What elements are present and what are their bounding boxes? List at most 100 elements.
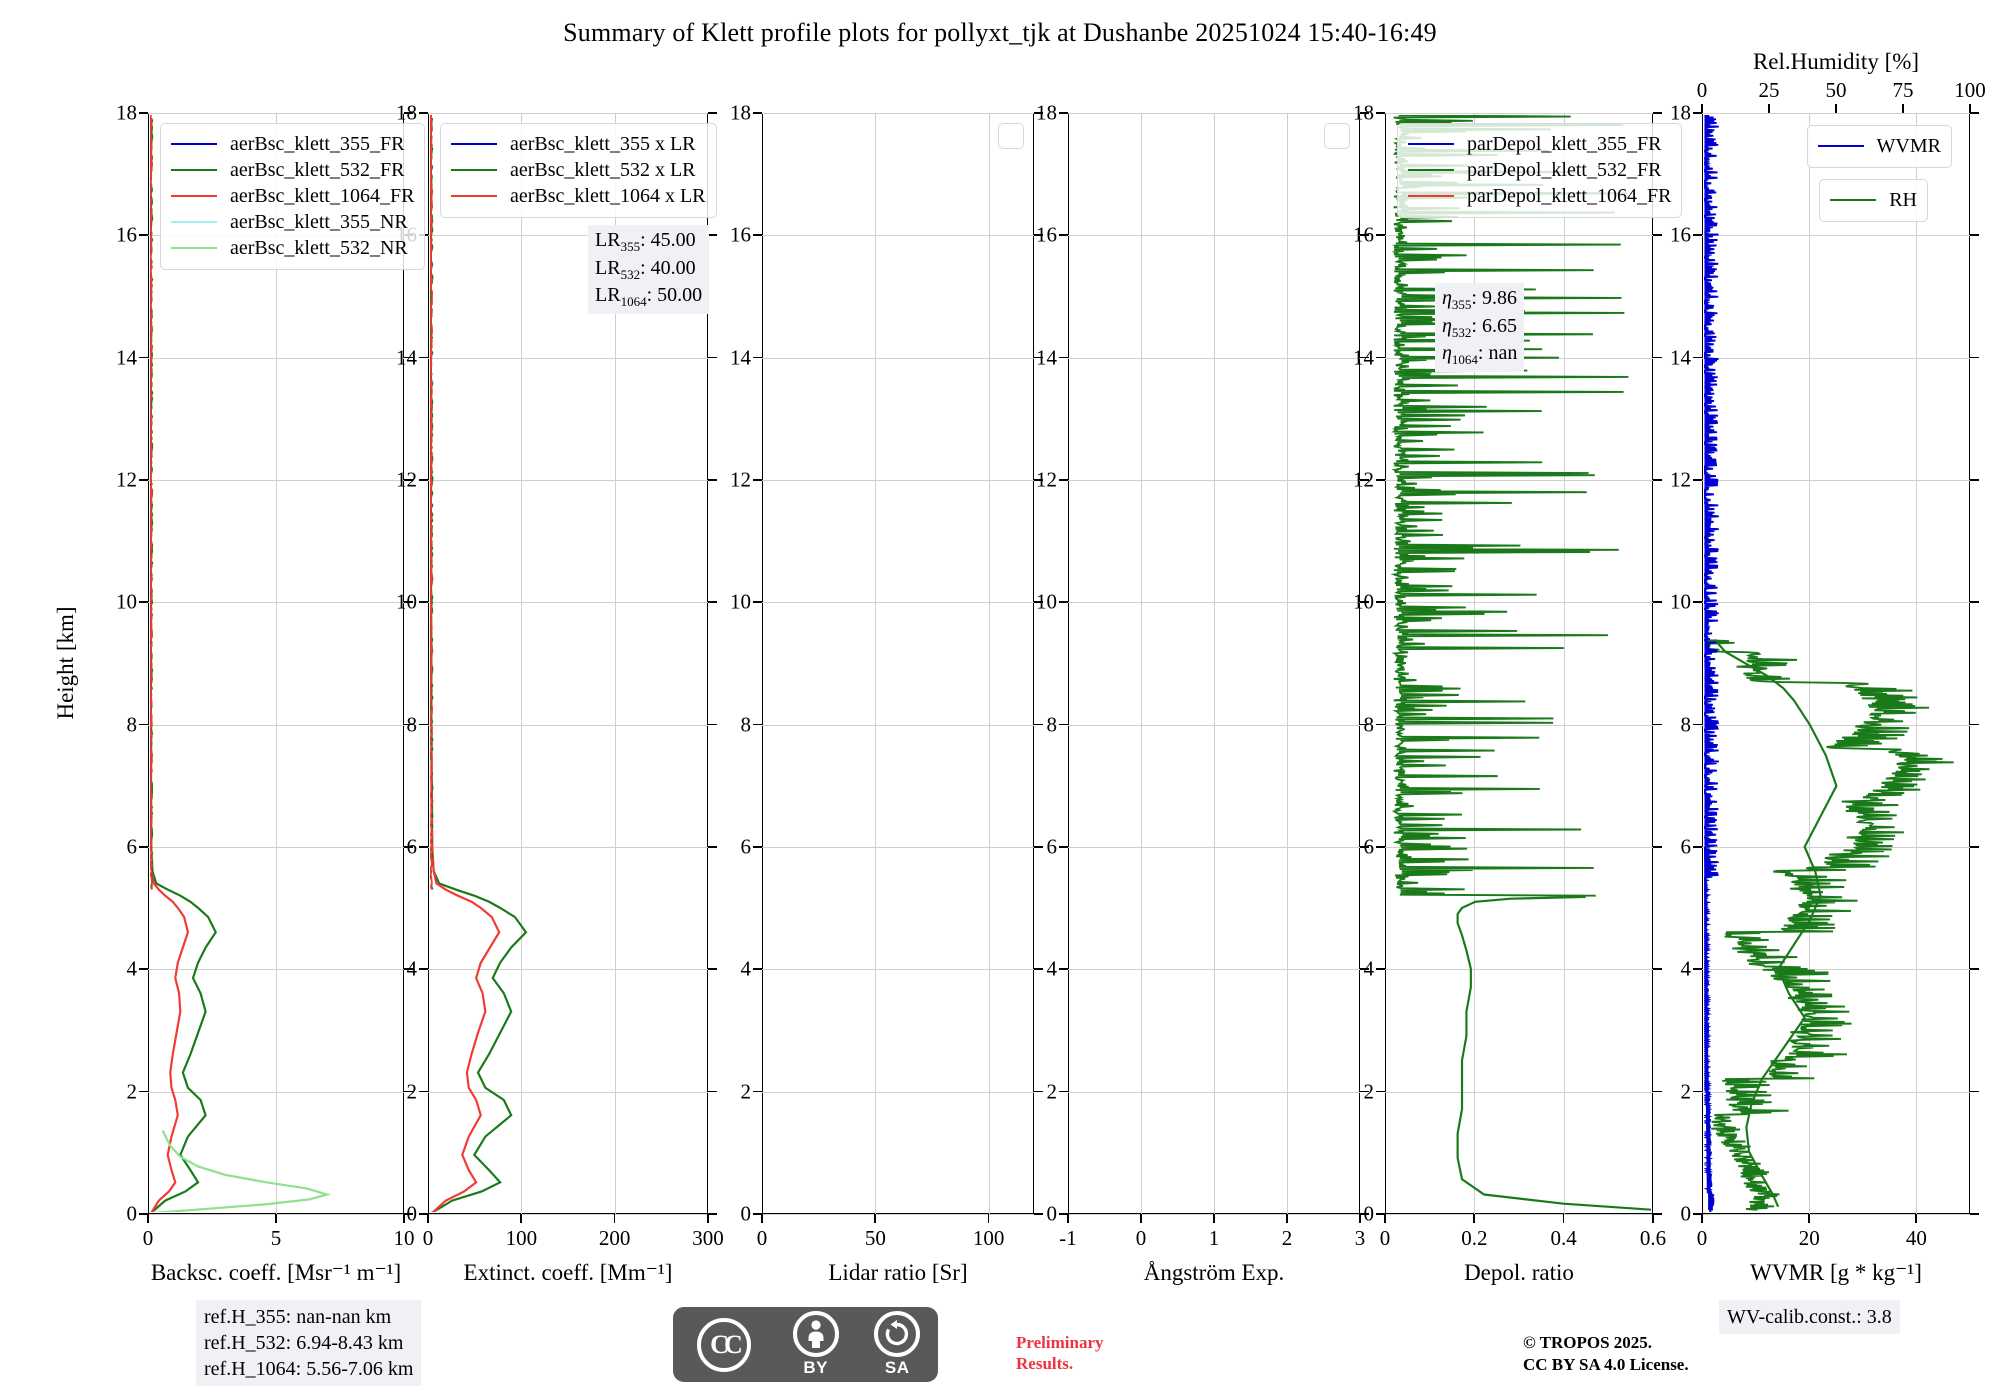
y-tick — [139, 601, 148, 603]
y-tick-label: 6 — [1046, 834, 1058, 859]
y-tick — [753, 356, 762, 359]
x-tick — [1359, 1214, 1361, 1223]
plot-area — [1703, 114, 1969, 1213]
x-tick-label: 1 — [1208, 1226, 1220, 1250]
y-tick — [1034, 845, 1043, 848]
legend-color-swatch — [1830, 199, 1877, 201]
grid-line-v — [1287, 113, 1288, 1214]
y-tick-label: 2 — [1680, 1079, 1692, 1104]
x-tick-label: 2 — [1281, 1226, 1293, 1250]
y-tick-label: 14 — [396, 345, 417, 370]
y-tick — [708, 1090, 717, 1093]
y-tick-label: 10 — [730, 589, 751, 614]
grid-line-h — [1385, 724, 1653, 726]
x-axis-label: Depol. ratio — [1464, 1260, 1574, 1285]
legend-color-swatch — [1408, 143, 1454, 145]
grid-line-h — [1385, 113, 1653, 114]
grid-line-v — [521, 113, 523, 1214]
y-tick-label: 14 — [116, 345, 137, 370]
y-tick — [753, 968, 762, 970]
x-tick-label: 0 — [756, 1226, 768, 1250]
y-tick-label: 6 — [1363, 834, 1375, 859]
grid-line-v — [1916, 113, 1918, 1214]
grid-line-v — [1474, 113, 1476, 1214]
annotation-depolarization: η355: 9.86 η532: 6.65 η1064: nan — [1435, 283, 1525, 372]
x-tick-label-top: 75 — [1892, 78, 1914, 102]
grid-line-h — [1385, 969, 1653, 971]
legend-color-swatch — [451, 195, 497, 197]
legend-angstrom-empty[interactable] — [1324, 123, 1350, 149]
legend-depolarization[interactable]: parDepol_klett_355_FR parDepol_klett_532_… — [1397, 123, 1683, 218]
y-tick-label: 14 — [1353, 345, 1374, 370]
grid-line-h — [428, 113, 708, 114]
y-tick — [1653, 845, 1662, 848]
legend-lidar-ratio-empty[interactable] — [998, 123, 1024, 149]
y-tick — [708, 1213, 717, 1215]
legend-wvmr[interactable]: WVMR — [1806, 125, 1952, 168]
x-tick-label: 0 — [1696, 1226, 1708, 1250]
x-tick-label-top: 0 — [1696, 78, 1708, 102]
x-tick — [1067, 1214, 1069, 1223]
x-tick — [1808, 1214, 1810, 1223]
legend-item: parDepol_klett_532_FR — [1408, 157, 1671, 183]
grid-line-h — [762, 969, 1034, 971]
y-tick — [139, 1213, 148, 1215]
x-tick-label: 100 — [972, 1226, 1005, 1250]
legend-item: aerBsc_klett_355_FR — [171, 131, 414, 157]
legend-extinction[interactable]: aerBsc_klett_355 x LR aerBsc_klett_532 x … — [440, 123, 717, 218]
x-tick — [613, 1214, 616, 1223]
grid-line-v — [614, 113, 616, 1214]
y-tick — [139, 112, 148, 114]
cc-sa-label: SA — [884, 1358, 910, 1377]
y-tick-label: 10 — [1036, 589, 1057, 614]
x-tick-label: 0 — [1379, 1226, 1391, 1250]
y-tick-label: 18 — [396, 100, 417, 125]
legend-color-swatch — [171, 247, 217, 249]
y-tick — [1034, 1213, 1043, 1215]
ref-heights-annotation: ref.H_355: nan-nan km ref.H_532: 6.94-8.… — [196, 1300, 422, 1386]
cc-circle-glyph: CC — [696, 1317, 751, 1372]
data-series-line — [1705, 638, 1954, 1211]
plot-area — [1387, 114, 1652, 1213]
y-tick — [1693, 478, 1702, 481]
y-tick-label: 16 — [1036, 222, 1057, 247]
y-tick — [1970, 845, 1979, 848]
cc-sa-icon: SA — [856, 1307, 938, 1382]
data-series-line — [429, 114, 527, 1213]
y-tick — [1653, 968, 1662, 970]
x-tick — [1140, 1214, 1142, 1223]
y-tick — [1034, 112, 1043, 114]
legend-rh[interactable]: RH — [1819, 179, 1928, 222]
y-tick — [1059, 968, 1068, 970]
y-tick-label: 12 — [396, 467, 417, 492]
y-tick — [708, 112, 717, 114]
grid-line-v — [1563, 113, 1565, 1214]
y-tick-label: 0 — [1680, 1201, 1692, 1226]
y-tick — [1360, 968, 1369, 970]
legend-label: parDepol_klett_532_FR — [1467, 158, 1662, 181]
legend-item: aerBsc_klett_1064 x LR — [451, 183, 706, 209]
plot-area — [429, 114, 707, 1213]
legend-backscatter[interactable]: aerBsc_klett_355_FR aerBsc_klett_532_FR ae… — [160, 123, 426, 270]
y-tick — [1970, 601, 1979, 603]
top-axis-label: Rel.Humidity [%] — [1752, 49, 1920, 74]
y-tick-label: 8 — [406, 712, 418, 737]
y-tick-label: 2 — [740, 1079, 752, 1104]
y-tick — [708, 968, 717, 970]
y-tick — [1653, 112, 1662, 114]
grid-line-h — [1702, 969, 1970, 971]
y-tick — [1059, 234, 1068, 236]
x-tick-top — [1835, 104, 1837, 113]
plot-area — [1070, 115, 1359, 1213]
y-tick-label: 2 — [1046, 1079, 1058, 1104]
grid-line-v — [1141, 113, 1142, 1214]
y-tick — [753, 234, 762, 236]
y-tick — [1360, 478, 1369, 481]
y-tick — [1059, 1090, 1068, 1093]
y-tick-label: 4 — [406, 956, 418, 981]
legend-color-swatch — [1408, 169, 1454, 171]
legend-item: aerBsc_klett_532 x LR — [451, 157, 706, 183]
legend-item: aerBsc_klett_355_NR — [171, 209, 414, 235]
cc-by-sa-badge: CC BY SA — [673, 1307, 938, 1382]
legend-color-swatch — [451, 169, 497, 171]
